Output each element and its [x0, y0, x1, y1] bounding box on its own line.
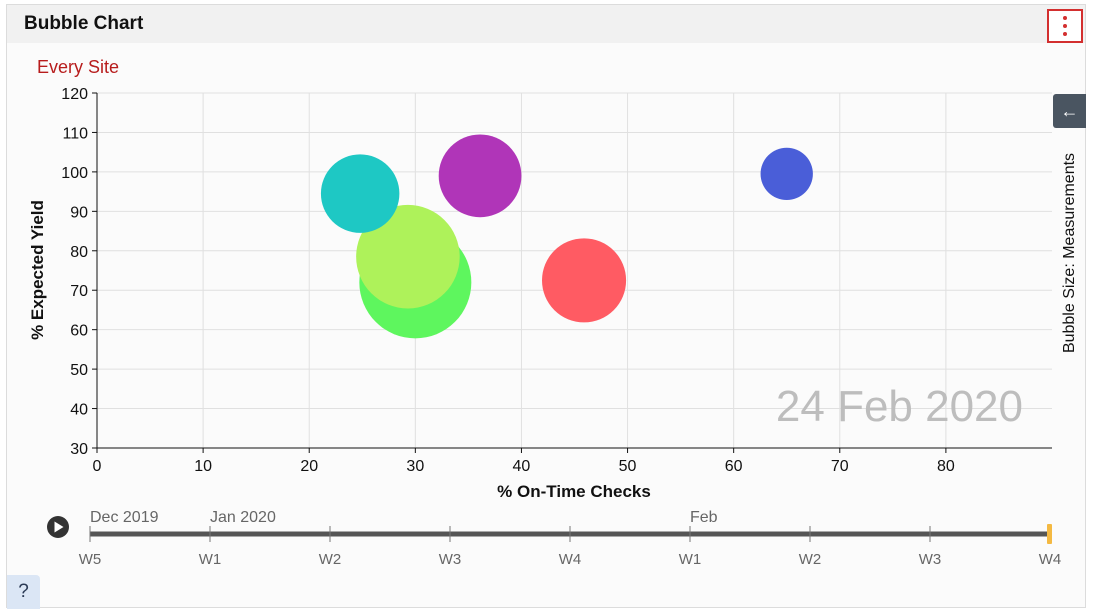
help-button[interactable]: ?	[7, 575, 40, 609]
x-tick-label: 70	[831, 458, 849, 475]
y-axis-label: % Expected Yield	[28, 200, 47, 340]
bubble	[356, 204, 460, 309]
y-tick-label: 30	[70, 441, 88, 458]
x-tick-label: 0	[93, 458, 102, 475]
x-tick-label: 30	[406, 458, 424, 475]
timeline-week-label: W1	[679, 551, 702, 568]
x-tick-label: 50	[619, 458, 637, 475]
bubbles	[320, 134, 813, 339]
y-tick-label: 80	[70, 244, 88, 261]
y-tick-label: 40	[70, 402, 88, 419]
timeline-month-label: Feb	[690, 509, 718, 526]
timeline-handle[interactable]	[1047, 524, 1052, 544]
timeline[interactable]: W5 W1 W2 W3 W4 W1 W2 W3 W4 Dec 2019 Jan 2020 Feb	[47, 509, 1061, 568]
x-tick-label: 80	[937, 458, 955, 475]
arrow-left-icon[interactable]: ←	[1053, 94, 1086, 128]
chart-subtitle: Every Site	[37, 57, 120, 77]
x-tick-label: 20	[300, 458, 318, 475]
bubble	[760, 147, 813, 201]
timeline-week-label: W4	[1039, 551, 1062, 568]
y-tick-label: 50	[70, 362, 88, 379]
timeline-week-label: W2	[319, 551, 342, 568]
y-tick-label: 70	[70, 283, 88, 300]
timeline-week-label: W4	[559, 551, 582, 568]
x-tick-label: 40	[513, 458, 531, 475]
timeline-month-label: Jan 2020	[210, 509, 276, 526]
kebab-menu-icon[interactable]	[1047, 9, 1083, 43]
y-tick-label: 90	[70, 204, 88, 221]
x-tick-label: 60	[725, 458, 743, 475]
timeline-week-label: W2	[799, 551, 822, 568]
timeline-week-label: W5	[79, 551, 102, 568]
timeline-week-label: W3	[919, 551, 942, 568]
y-tick-label: 100	[61, 165, 88, 182]
x-tick-label: 10	[194, 458, 212, 475]
panel-header: Bubble Chart	[7, 5, 1085, 43]
axes: 0 10 20 30 40 50 60 70 80 30 40 50 60 70 80 90 100 110 120	[61, 86, 1052, 475]
y-tick-label: 110	[62, 125, 88, 142]
date-watermark: 24 Feb 2020	[776, 382, 1023, 431]
y-tick-label: 120	[61, 86, 88, 103]
chart-panel: Bubble Chart Every Site ← Bubble Size: M…	[6, 4, 1086, 609]
play-icon-glyph	[54, 521, 64, 533]
panel-title: Bubble Chart	[24, 13, 144, 34]
x-axis-label: % On-Time Checks	[497, 482, 651, 501]
bubble	[438, 134, 522, 218]
bubble	[320, 154, 400, 233]
timeline-week-label: W3	[439, 551, 462, 568]
timeline-month-label: Dec 2019	[90, 509, 159, 526]
bubble	[542, 238, 627, 323]
y-tick-label: 60	[70, 323, 88, 340]
timeline-week-label: W1	[199, 551, 222, 568]
